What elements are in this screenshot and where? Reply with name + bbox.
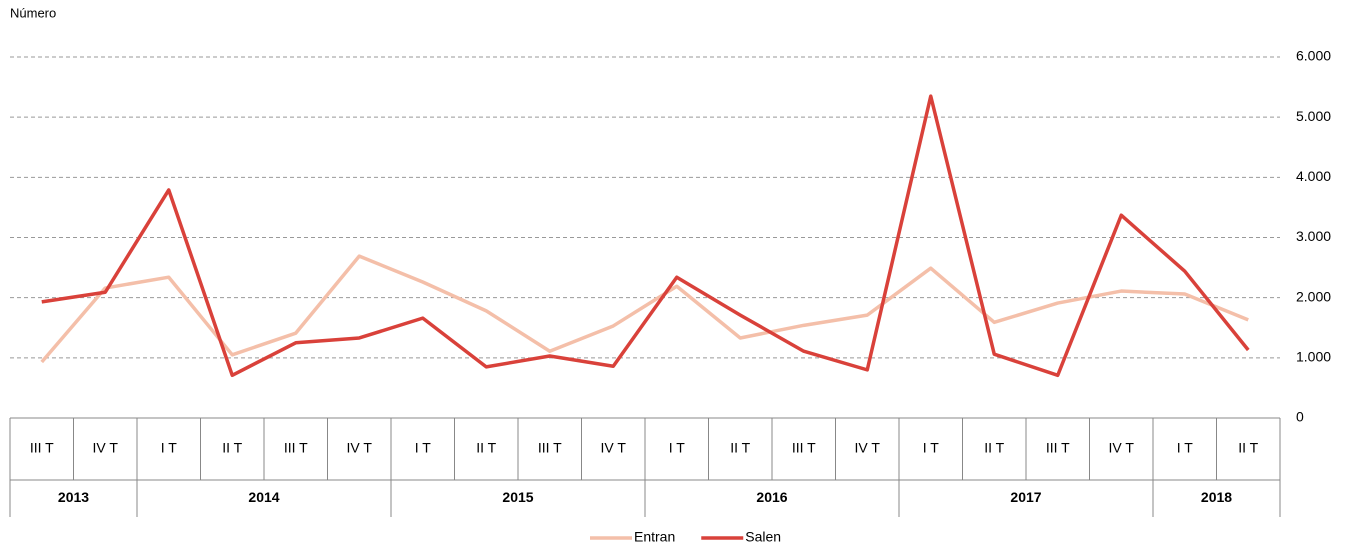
x-tick-label: II T xyxy=(1238,440,1258,456)
x-tick-label: II T xyxy=(730,440,750,456)
series-line xyxy=(41,94,1250,378)
series-line xyxy=(40,254,1249,364)
y-tick-label: 1.000 xyxy=(1296,349,1331,365)
group-label: 2016 xyxy=(756,489,787,505)
group-label: 2017 xyxy=(1010,489,1041,505)
x-tick-label: I T xyxy=(415,440,432,456)
y-axis-label: Número xyxy=(10,5,56,20)
x-tick-label: III T xyxy=(30,440,54,456)
y-tick-label: 4.000 xyxy=(1296,168,1331,184)
x-tick-label: II T xyxy=(476,440,496,456)
y-tick-label: 3.000 xyxy=(1296,228,1331,244)
group-label: 2014 xyxy=(248,489,279,505)
y-tick-label: 2.000 xyxy=(1296,288,1331,304)
y-tick-label: 6.000 xyxy=(1296,48,1331,64)
group-label: 2013 xyxy=(58,489,89,505)
group-label: 2015 xyxy=(502,489,533,505)
x-tick-label: II T xyxy=(222,440,242,456)
legend-label: Entran xyxy=(634,529,675,545)
y-tick-label: 0 xyxy=(1296,409,1304,425)
x-tick-label: II T xyxy=(984,440,1004,456)
y-tick-label: 5.000 xyxy=(1296,108,1331,124)
legend-label: Salen xyxy=(745,529,781,545)
x-tick-label: IV T xyxy=(93,440,119,456)
x-tick-label: III T xyxy=(792,440,816,456)
group-label: 2018 xyxy=(1201,489,1232,505)
x-tick-label: III T xyxy=(538,440,562,456)
x-tick-label: IV T xyxy=(855,440,881,456)
x-tick-label: III T xyxy=(1046,440,1070,456)
x-tick-label: I T xyxy=(1177,440,1194,456)
x-tick-label: IV T xyxy=(601,440,627,456)
x-tick-label: I T xyxy=(923,440,940,456)
x-tick-label: IV T xyxy=(1109,440,1135,456)
x-tick-label: I T xyxy=(669,440,686,456)
x-tick-label: I T xyxy=(161,440,178,456)
x-tick-label: III T xyxy=(284,440,308,456)
x-tick-label: IV T xyxy=(347,440,373,456)
